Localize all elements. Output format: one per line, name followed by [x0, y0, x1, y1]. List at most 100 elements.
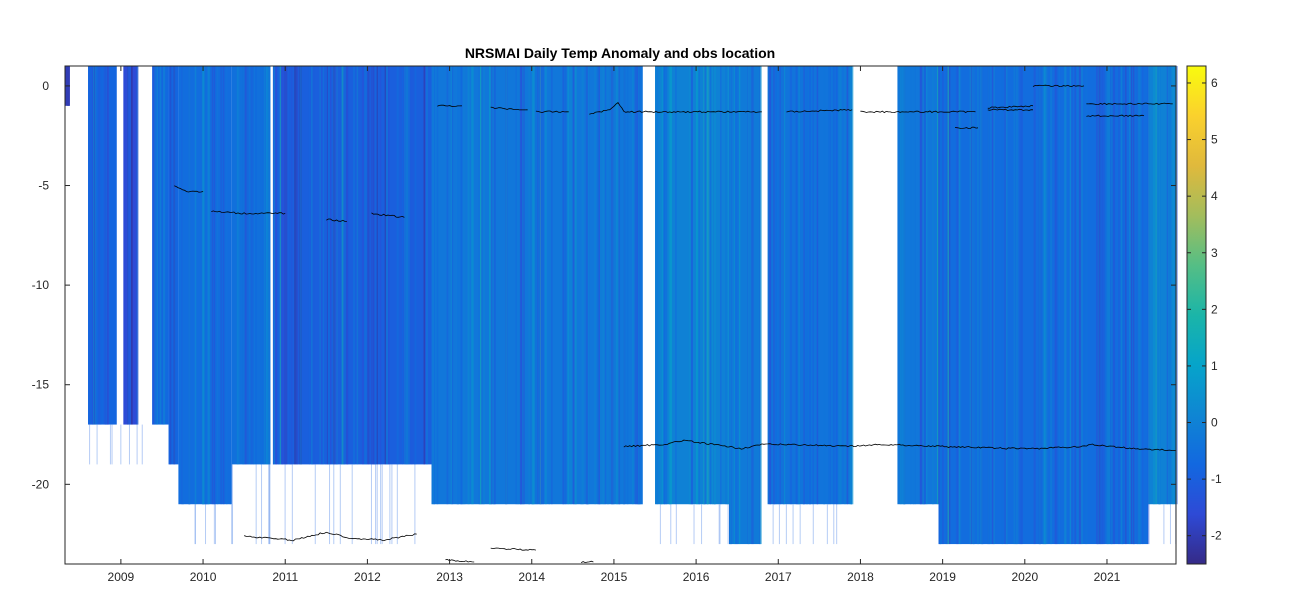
- anomaly-stripe: [812, 66, 814, 505]
- anomaly-stripe: [594, 66, 596, 505]
- anomaly-stripe: [423, 66, 426, 465]
- colorbar-tick-label: 6: [1211, 76, 1218, 90]
- anomaly-stripe: [613, 66, 615, 505]
- anomaly-stripe: [103, 66, 106, 425]
- anomaly-stripe: [1054, 66, 1057, 545]
- anomaly-stripe: [725, 66, 727, 505]
- anomaly-stripe: [938, 66, 941, 545]
- anomaly-stripe: [281, 66, 284, 465]
- colorbar-tick-label: -1: [1211, 472, 1222, 486]
- obs-location-line: [490, 106, 528, 111]
- anomaly-stripe: [656, 66, 659, 505]
- anomaly-stripe: [1129, 66, 1131, 545]
- sparse-stripe: [194, 504, 196, 545]
- anomaly-stripe: [939, 66, 942, 545]
- anomaly-stripe: [410, 66, 413, 465]
- anomaly-stripe: [751, 66, 754, 545]
- sparse-stripe: [120, 424, 122, 465]
- sparse-stripe: [381, 464, 383, 545]
- anomaly-stripe: [247, 66, 249, 465]
- obs-location-line: [860, 110, 976, 114]
- anomaly-stripe: [379, 66, 382, 465]
- anomaly-stripe: [626, 66, 629, 505]
- anomaly-stripe: [1112, 66, 1116, 545]
- anomaly-stripe: [955, 66, 958, 545]
- anomaly-stripe: [522, 66, 525, 505]
- anomaly-stripe: [289, 66, 292, 465]
- anomaly-stripe: [92, 66, 95, 425]
- sparse-stripe: [269, 464, 271, 545]
- anomaly-stripe: [255, 66, 257, 465]
- anomaly-stripe: [91, 66, 94, 425]
- anomaly-stripe: [840, 66, 842, 505]
- sparse-stripe: [269, 464, 271, 545]
- anomaly-stripe: [1107, 66, 1111, 545]
- anomaly-stripe: [832, 66, 835, 505]
- colorbar-gradient: [1186, 65, 1207, 565]
- obs-location-line: [954, 126, 979, 129]
- anomaly-stripe: [914, 66, 916, 505]
- x-tick-label: 2018: [847, 570, 874, 584]
- anomaly-stripe: [726, 66, 729, 505]
- anomaly-stripe: [846, 66, 849, 505]
- anomaly-stripe: [266, 66, 269, 465]
- anomaly-stripe: [942, 66, 944, 545]
- anomaly-stripe: [987, 66, 989, 545]
- anomaly-stripe: [406, 66, 408, 465]
- anomaly-stripe: [947, 66, 949, 545]
- anomaly-stripe: [816, 66, 819, 505]
- y-tick-label: -15: [32, 378, 50, 392]
- anomaly-stripe: [575, 66, 577, 505]
- anomaly-stripe: [169, 66, 171, 465]
- x-tick-label: 2019: [929, 570, 956, 584]
- anomaly-stripe: [664, 66, 668, 505]
- anomaly-stripe: [675, 66, 677, 505]
- x-tick-label: 2020: [1011, 570, 1038, 584]
- plot-frame: [64, 65, 1177, 565]
- anomaly-stripe: [446, 66, 449, 505]
- y-axis: 0 -5 -10 -15 -20: [32, 79, 1176, 491]
- sparse-stripe: [414, 464, 416, 545]
- anomaly-stripe: [253, 66, 255, 465]
- anomaly-stripe: [505, 66, 507, 505]
- colorbar-tick-label: 5: [1211, 133, 1218, 147]
- anomaly-stripe: [690, 66, 693, 505]
- obs-location-line: [580, 560, 594, 564]
- anomaly-stripe: [598, 66, 601, 505]
- anomaly-stripe: [93, 66, 96, 425]
- anomaly-stripe: [324, 66, 327, 465]
- anomaly-stripe: [1166, 66, 1169, 505]
- obs-location-line: [445, 559, 475, 563]
- anomaly-stripe: [1045, 66, 1048, 545]
- y-tick-label: -5: [38, 179, 49, 193]
- sparse-stripe: [375, 464, 377, 545]
- anomaly-stripe: [220, 66, 222, 505]
- sparse-stripe: [268, 464, 270, 545]
- anomaly-stripe: [534, 66, 538, 505]
- anomaly-stripe: [1071, 66, 1073, 545]
- anomaly-stripe: [774, 66, 777, 505]
- anomaly-stripe: [1078, 66, 1082, 545]
- anomaly-stripe: [188, 66, 191, 505]
- anomaly-stripe: [1106, 66, 1109, 545]
- anomaly-stripe: [356, 66, 359, 465]
- anomaly-stripe: [1042, 66, 1045, 545]
- anomaly-stripe: [946, 66, 948, 545]
- anomaly-stripe: [1175, 66, 1178, 505]
- anomaly-stripe: [695, 66, 699, 505]
- anomaly-stripe: [669, 66, 671, 505]
- anomaly-stripe: [296, 66, 299, 465]
- anomaly-stripe: [618, 66, 620, 505]
- anomaly-stripe: [460, 66, 462, 505]
- anomaly-stripe: [922, 66, 925, 505]
- anomaly-stripe: [797, 66, 800, 505]
- anomaly-stripe: [782, 66, 785, 505]
- anomaly-stripe: [154, 66, 156, 425]
- anomaly-stripe: [426, 66, 428, 465]
- anomaly-stripe: [402, 66, 404, 465]
- sparse-stripe: [380, 464, 382, 545]
- anomaly-stripe: [451, 66, 454, 505]
- obs-location-line: [371, 212, 405, 218]
- sparse-stripe: [1169, 504, 1171, 545]
- obs-location-line: [786, 109, 853, 113]
